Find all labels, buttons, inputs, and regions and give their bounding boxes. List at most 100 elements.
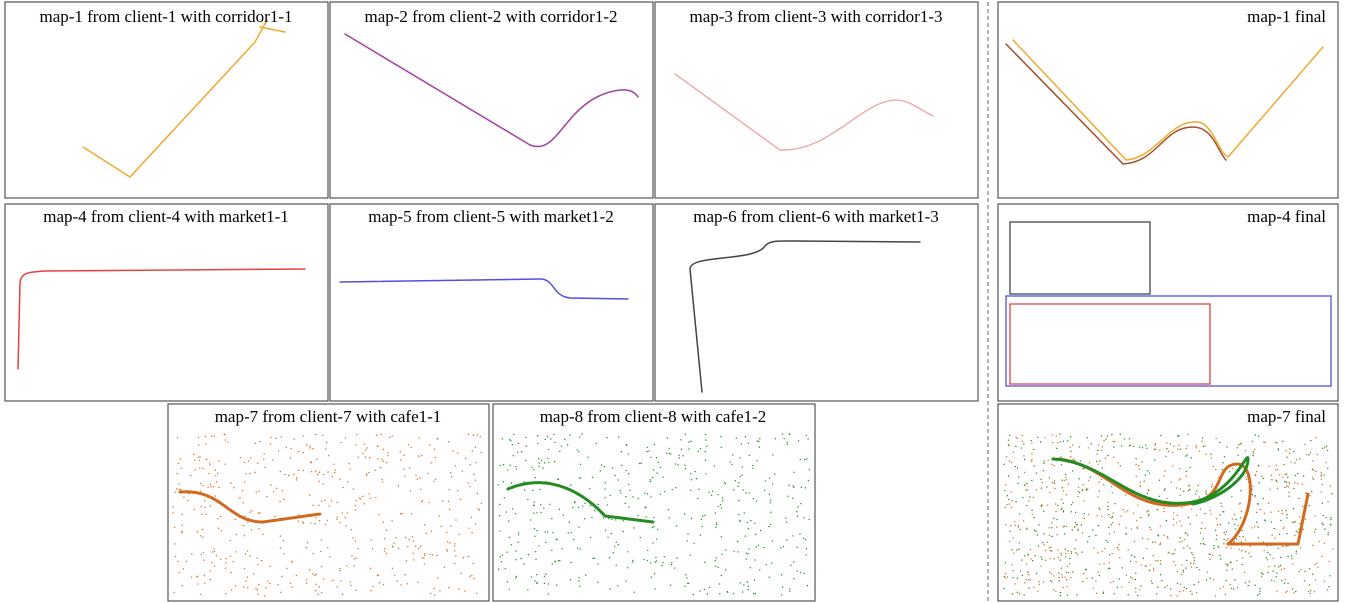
trajectory (506, 481, 655, 524)
map-point (314, 589, 317, 592)
map-point (324, 499, 326, 502)
map-point (180, 531, 183, 534)
map-point (1026, 528, 1028, 530)
map-point (1251, 494, 1254, 496)
map-point (1140, 585, 1142, 587)
map-point (1213, 547, 1215, 550)
map-point (597, 503, 599, 506)
map-point (1047, 504, 1049, 506)
map-point (302, 522, 305, 524)
map-point (1325, 462, 1327, 464)
map-point (1327, 501, 1329, 503)
map-point (1130, 528, 1133, 530)
map-point (632, 559, 634, 562)
map-point (725, 549, 727, 551)
map-point (780, 546, 782, 549)
map-point (1004, 572, 1007, 575)
map-point (305, 582, 308, 584)
map-point (352, 488, 355, 490)
map-point (243, 461, 245, 464)
map-point (1044, 549, 1047, 552)
map-point (1187, 433, 1189, 436)
map-point (374, 469, 376, 471)
map-point (1178, 468, 1181, 470)
map-point (752, 497, 755, 500)
map-point (187, 500, 189, 502)
map-point (781, 586, 784, 588)
map-point (527, 553, 530, 556)
map-point (460, 572, 462, 575)
map-point (225, 558, 227, 560)
map-point (200, 593, 202, 596)
map-point (1282, 527, 1285, 530)
map-point (1240, 442, 1242, 444)
map-point (1159, 542, 1162, 544)
map-point (1053, 464, 1055, 467)
map-point (305, 546, 308, 549)
map-point (510, 482, 513, 484)
map-point (520, 557, 522, 560)
map-point (1216, 524, 1218, 526)
map-point (379, 466, 382, 469)
map-point (455, 555, 457, 557)
map-point (1083, 500, 1085, 502)
map-point (1070, 577, 1072, 579)
map-point (705, 473, 707, 475)
map-point (1317, 566, 1319, 568)
panel-frame (167, 403, 490, 602)
map-point (662, 476, 664, 478)
map-point (722, 500, 724, 502)
map-point (1174, 549, 1176, 551)
map-point (234, 585, 237, 587)
map-point (1050, 550, 1053, 552)
map-point (454, 465, 457, 467)
map-point (1119, 465, 1121, 467)
map-point (1311, 468, 1314, 470)
panel-title: map-2 from client-2 with corridor1-2 (364, 7, 617, 26)
map-point (1186, 545, 1189, 547)
map-point (224, 567, 227, 569)
map-point (1062, 440, 1065, 443)
map-point (1202, 445, 1205, 448)
map-point (1042, 541, 1044, 544)
map-point (461, 470, 464, 472)
map-point (789, 588, 791, 590)
map-point (476, 492, 479, 495)
map-point (1262, 541, 1265, 543)
map-point (1260, 575, 1263, 577)
map-point (1267, 571, 1269, 574)
map-point (1249, 545, 1252, 547)
map-point (752, 464, 754, 467)
map-point (602, 517, 605, 519)
map-point (1266, 559, 1269, 561)
map-point (551, 517, 553, 520)
map-point (1186, 445, 1188, 447)
map-point (381, 481, 384, 483)
map-point (1179, 541, 1181, 543)
map-point (202, 551, 205, 554)
map-point (1288, 481, 1290, 483)
map-point (1229, 562, 1231, 564)
map-point (183, 496, 185, 498)
map-point (1314, 563, 1316, 566)
map-point (508, 588, 510, 590)
map-point (792, 561, 795, 563)
map-point (768, 525, 770, 528)
map-point (595, 442, 597, 445)
map-point (275, 437, 277, 440)
map-point (515, 577, 517, 579)
map-point (1204, 512, 1206, 515)
map-point (1176, 595, 1178, 597)
map-point (1295, 521, 1297, 523)
panel-title: map-7 from client-7 with cafe1-1 (215, 407, 442, 426)
map-point (702, 515, 704, 517)
map-point (806, 458, 808, 460)
map-point (719, 593, 721, 595)
map-point (208, 462, 211, 464)
map-point (533, 504, 535, 506)
map-point (579, 436, 581, 438)
map-point (690, 489, 692, 491)
map-point (753, 579, 756, 581)
map-point (1198, 450, 1201, 452)
map-point (570, 531, 572, 534)
